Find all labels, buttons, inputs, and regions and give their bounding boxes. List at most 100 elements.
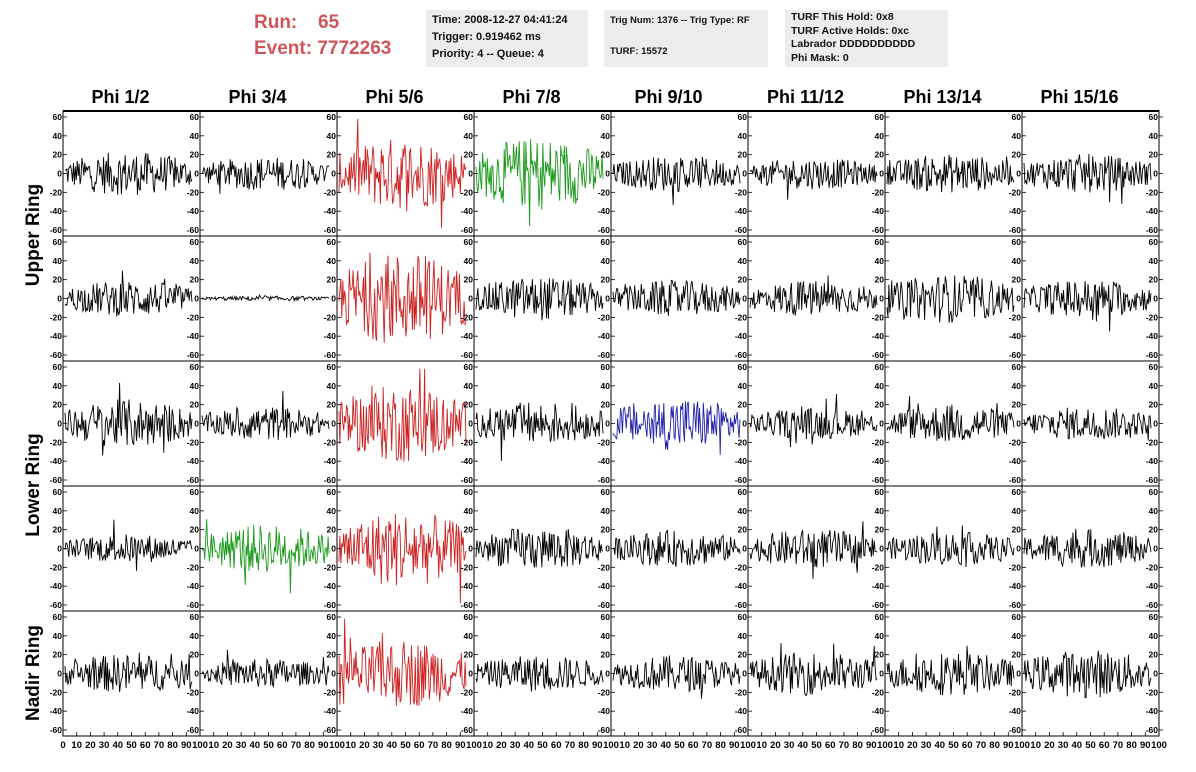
y-tick-label: -60 xyxy=(1146,225,1159,235)
y-tick-label: -60 xyxy=(324,475,337,485)
y-tick-label: 0 xyxy=(1153,419,1158,429)
x-tick-label: 20 xyxy=(907,740,918,751)
x-tick-label: 20 xyxy=(496,740,507,751)
waveform-trace xyxy=(201,157,330,194)
phi-label: Phi 5/6 xyxy=(365,87,424,107)
y-tick-label: -20 xyxy=(461,687,474,697)
y-tick-label: 20 xyxy=(738,400,748,410)
y-tick-label: 40 xyxy=(1149,631,1159,641)
y-tick-label: 20 xyxy=(190,400,200,410)
y-tick-label: -20 xyxy=(735,187,748,197)
y-tick-label: 20 xyxy=(738,650,748,660)
y-tick-label: -60 xyxy=(598,475,611,485)
x-tick-label: 50 xyxy=(263,740,274,751)
y-tick-label: 20 xyxy=(1149,150,1159,160)
y-tick-label: -20 xyxy=(461,562,474,572)
y-tick-label: -40 xyxy=(1009,456,1022,466)
waveform-trace xyxy=(612,529,741,567)
y-tick-label: -40 xyxy=(735,706,748,716)
y-tick-label: -60 xyxy=(735,600,748,610)
y-tick-label: 60 xyxy=(875,112,885,122)
waveform-panel xyxy=(473,235,612,362)
y-tick-label: 40 xyxy=(190,381,200,391)
y-tick-label: -40 xyxy=(735,581,748,591)
waveform-panel xyxy=(336,485,475,612)
y-tick-label: -60 xyxy=(461,600,474,610)
y-tick-label: 0 xyxy=(468,419,473,429)
x-tick-label: 20 xyxy=(770,740,781,751)
x-tick-label: 100 xyxy=(740,740,756,751)
y-tick-label: 40 xyxy=(464,381,474,391)
waveform-trace xyxy=(1023,407,1152,441)
y-tick-label: 0 xyxy=(57,169,62,179)
x-tick-label: 20 xyxy=(633,740,644,751)
x-tick-label: 40 xyxy=(387,740,398,751)
y-tick-label: -60 xyxy=(50,725,63,735)
y-tick-label: -20 xyxy=(461,437,474,447)
x-tick-label: 50 xyxy=(948,740,959,751)
y-tick-label: 20 xyxy=(1012,275,1022,285)
y-tick-label: -40 xyxy=(1009,581,1022,591)
y-tick-label: 40 xyxy=(601,131,611,141)
y-tick-label: 40 xyxy=(53,256,63,266)
y-tick-label: -20 xyxy=(324,437,337,447)
y-tick-label: 60 xyxy=(53,237,63,247)
y-tick-label: 60 xyxy=(327,237,337,247)
x-tick-label: 60 xyxy=(414,740,425,751)
waveform-panel xyxy=(884,110,1023,237)
y-tick-label: 20 xyxy=(738,525,748,535)
x-tick-label: 90 xyxy=(1003,740,1014,751)
y-tick-label: 20 xyxy=(738,150,748,160)
y-tick-label: 60 xyxy=(190,362,200,372)
y-tick-label: 0 xyxy=(879,169,884,179)
x-tick-label: 90 xyxy=(1140,740,1151,751)
y-tick-label: 40 xyxy=(327,506,337,516)
y-tick-label: 0 xyxy=(742,419,747,429)
y-tick-label: 40 xyxy=(1012,506,1022,516)
x-tick-label: 40 xyxy=(935,740,946,751)
y-tick-label: 20 xyxy=(601,650,611,660)
y-tick-label: 20 xyxy=(601,275,611,285)
y-tick-label: 20 xyxy=(1149,525,1159,535)
x-tick-label: 30 xyxy=(784,740,795,751)
y-tick-label: 20 xyxy=(738,275,748,285)
waveform-trace xyxy=(201,390,330,441)
y-tick-label: -60 xyxy=(735,225,748,235)
x-tick-label: 50 xyxy=(537,740,548,751)
y-tick-label: 0 xyxy=(1016,169,1021,179)
x-tick-label: 40 xyxy=(250,740,261,751)
y-tick-label: 20 xyxy=(190,150,200,160)
x-tick-label: 10 xyxy=(208,740,219,751)
y-tick-label: 20 xyxy=(327,650,337,660)
y-tick-label: -40 xyxy=(50,331,63,341)
y-tick-label: -60 xyxy=(50,600,63,610)
y-tick-label: 60 xyxy=(601,487,611,497)
y-tick-label: -60 xyxy=(598,350,611,360)
phi-mask-text: Phi Mask: 0 xyxy=(791,51,849,64)
y-tick-label: 0 xyxy=(331,544,336,554)
y-tick-label: -20 xyxy=(735,687,748,697)
phi-label: Phi 9/10 xyxy=(634,87,703,107)
y-tick-label: 60 xyxy=(1012,237,1022,247)
phi-label: Phi 3/4 xyxy=(228,87,287,107)
y-tick-label: -60 xyxy=(1146,350,1159,360)
x-tick-label: 70 xyxy=(702,740,713,751)
y-tick-label: 60 xyxy=(53,612,63,622)
y-tick-label: -20 xyxy=(50,687,63,697)
y-tick-label: 60 xyxy=(738,612,748,622)
y-tick-label: -20 xyxy=(598,437,611,447)
y-tick-label: -40 xyxy=(598,456,611,466)
waveform-trace xyxy=(749,275,878,316)
y-tick-label: 0 xyxy=(331,669,336,679)
y-tick-label: 20 xyxy=(601,525,611,535)
y-tick-label: 60 xyxy=(464,112,474,122)
y-tick-label: 60 xyxy=(738,487,748,497)
y-tick-label: -20 xyxy=(324,687,337,697)
y-tick-label: 20 xyxy=(53,650,63,660)
x-tick-label: 80 xyxy=(441,740,452,751)
y-tick-label: -20 xyxy=(50,437,63,447)
y-tick-label: 20 xyxy=(53,525,63,535)
y-tick-label: -40 xyxy=(324,581,337,591)
y-tick-label: -40 xyxy=(461,331,474,341)
x-tick-label: 30 xyxy=(99,740,110,751)
